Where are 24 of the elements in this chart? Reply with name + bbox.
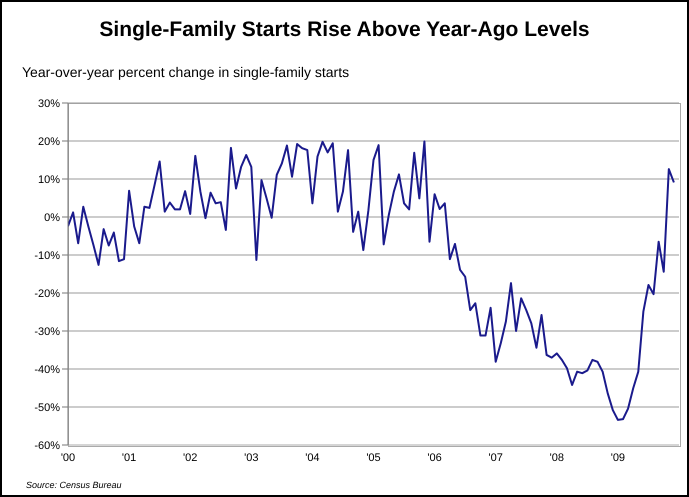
x-tick-label: '07 bbox=[488, 452, 503, 464]
y-tick-label: 0% bbox=[44, 212, 60, 224]
x-tick-label: '05 bbox=[366, 452, 381, 464]
x-tick-label: '09 bbox=[610, 452, 626, 464]
x-tick-label: '06 bbox=[427, 452, 442, 464]
x-tick-label: '03 bbox=[244, 452, 258, 464]
y-tick-label: 30% bbox=[38, 98, 60, 110]
y-tick-label: -20% bbox=[34, 288, 60, 300]
x-tick-label: '02 bbox=[183, 452, 198, 464]
x-tick-label: '04 bbox=[305, 452, 320, 464]
x-tick-label: '01 bbox=[122, 452, 136, 464]
chart-title: Single-Family Starts Rise Above Year-Ago Levels bbox=[98, 18, 591, 42]
y-tick-label: 10% bbox=[38, 174, 60, 186]
y-tick-label: -30% bbox=[34, 326, 60, 338]
y-tick-label: 20% bbox=[38, 136, 60, 148]
line-series bbox=[68, 140, 675, 421]
source-note: Source: Census Bureau bbox=[26, 480, 122, 490]
y-axis-title: Year-over-year percent change in single-family starts bbox=[22, 64, 350, 80]
y-tick-label: -60% bbox=[34, 440, 60, 452]
y-tick-label: -40% bbox=[34, 364, 60, 376]
y-tick-label: -10% bbox=[34, 250, 60, 262]
y-tick-label: -50% bbox=[34, 402, 60, 414]
x-tick-label: '08 bbox=[550, 452, 564, 464]
x-tick-label: '00 bbox=[60, 452, 76, 464]
